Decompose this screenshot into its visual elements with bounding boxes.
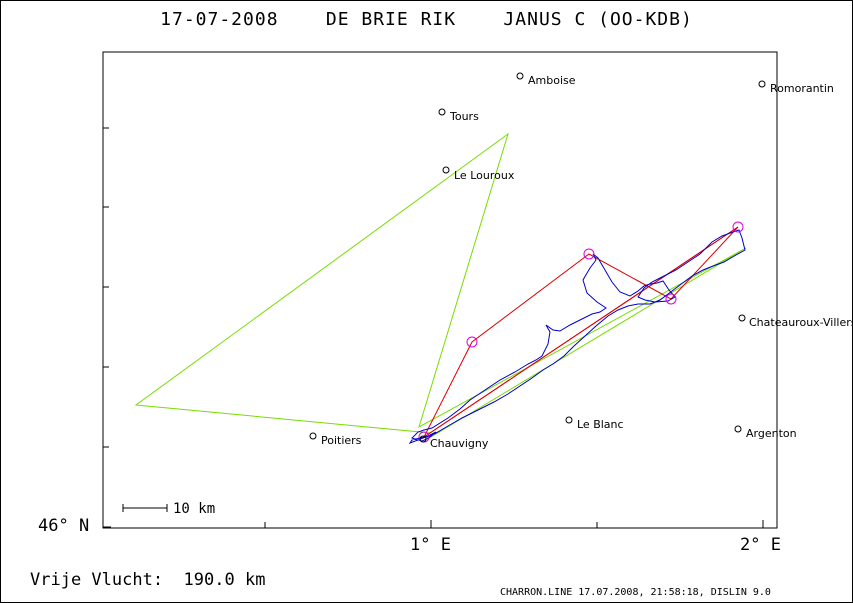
free-flight-distance: Vrije Vlucht: 190.0 km xyxy=(30,570,265,590)
free-flight-value: 190.0 km xyxy=(183,570,266,590)
place-marker-le-blanc xyxy=(565,416,573,424)
y-axis-label: 46° N xyxy=(38,516,89,536)
place-label-chauvigny: Chauvigny xyxy=(430,437,489,450)
scale-bar xyxy=(122,504,168,512)
scale-bar-label: 10 km xyxy=(173,501,215,517)
place-marker-romorantin xyxy=(758,80,766,88)
place-marker-argenton xyxy=(734,425,742,433)
place-label-chateauroux: Chateauroux-Villers xyxy=(749,316,853,329)
place-label-amboise: Amboise xyxy=(528,74,576,87)
x-axis-label-1e: 1° E xyxy=(410,535,451,555)
place-markers xyxy=(309,72,766,443)
x-axis-label-2e: 2° E xyxy=(740,535,781,555)
place-marker-le-louroux xyxy=(442,166,450,174)
footer-info: CHARRON.LINE 17.07.2008, 21:58:18, DISLI… xyxy=(500,587,771,598)
turnpoint-1 xyxy=(466,336,478,348)
place-marker-chauvigny xyxy=(419,435,427,443)
flight-track xyxy=(408,229,746,445)
plot-border xyxy=(102,51,778,529)
place-label-romorantin: Romorantin xyxy=(770,82,834,95)
place-marker-poitiers xyxy=(309,432,317,440)
task-closing-leg xyxy=(423,226,739,438)
page-title: 17-07-2008 DE BRIE RIK JANUS C (OO-KDB) xyxy=(160,9,693,30)
place-label-tours: Tours xyxy=(449,110,479,123)
turnpoint-2 xyxy=(583,248,595,260)
place-label-le-louroux: Le Louroux xyxy=(454,169,515,182)
alternative-task-line xyxy=(134,132,747,438)
y-axis-ticks xyxy=(103,127,111,528)
place-label-poitiers: Poitiers xyxy=(321,434,362,447)
place-label-le-blanc: Le Blanc xyxy=(577,418,624,431)
free-flight-label: Vrije Vlucht: xyxy=(30,570,164,590)
x-axis-ticks xyxy=(264,520,764,528)
place-marker-tours xyxy=(438,108,446,116)
place-label-argenton: Argenton xyxy=(746,427,797,440)
turnpoint-4 xyxy=(732,221,744,233)
place-marker-chateauroux xyxy=(738,314,746,322)
place-marker-amboise xyxy=(516,72,524,80)
turnpoints xyxy=(418,221,744,443)
turnpoint-3 xyxy=(665,293,677,305)
